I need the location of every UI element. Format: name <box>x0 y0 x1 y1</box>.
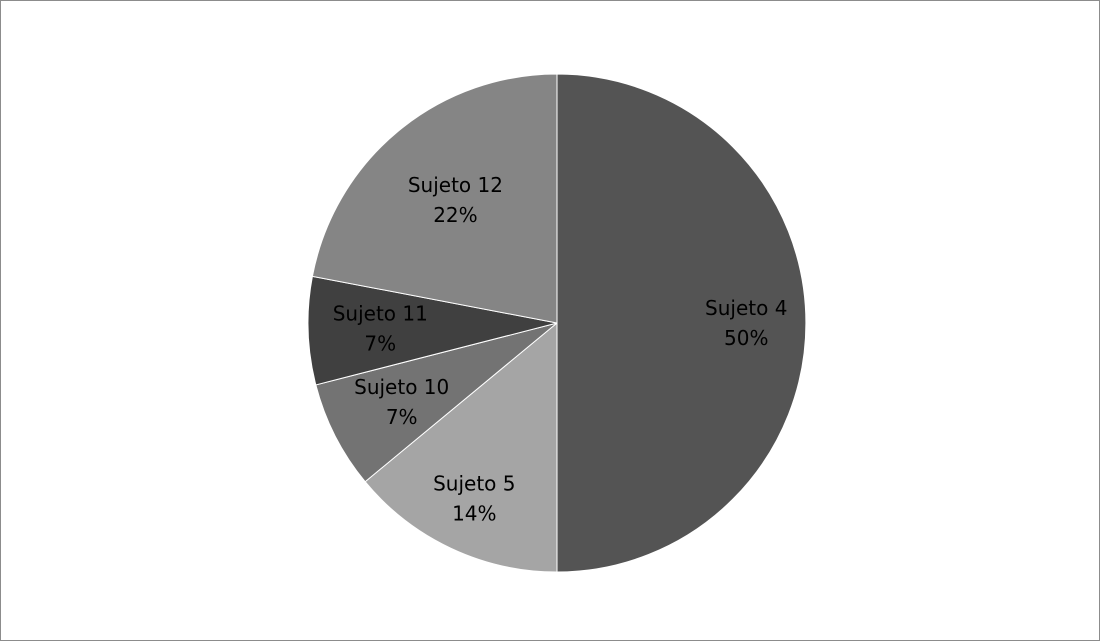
pie-slice-sujeto-10 <box>315 322 558 483</box>
slice-category-label: Sujeto 5 <box>433 472 515 496</box>
slice-percent-label: 7% <box>364 332 396 356</box>
slice-category-label: Sujeto 11 <box>333 302 428 326</box>
pie-labels: Sujeto 4 50% Sujeto 5 14% Sujeto 10 7% Sujeto … <box>333 173 788 526</box>
pie-slice-sujeto-11 <box>307 275 558 386</box>
slice-category-label: Sujeto 4 <box>705 296 787 320</box>
slice-percent-label: 7% <box>386 405 418 429</box>
slice-category-label: Sujeto 12 <box>408 173 503 197</box>
slice-percent-label: 22% <box>433 203 477 227</box>
slice-category-label: Sujeto 10 <box>354 375 449 399</box>
pie-slice-sujeto-4 <box>556 73 807 573</box>
slice-percent-label: 14% <box>452 502 496 526</box>
pie-slice-sujeto-12 <box>311 73 558 324</box>
pie-slice-sujeto-5 <box>364 321 558 573</box>
slice-percent-label: 50% <box>724 326 768 350</box>
pie-slices <box>307 73 807 573</box>
